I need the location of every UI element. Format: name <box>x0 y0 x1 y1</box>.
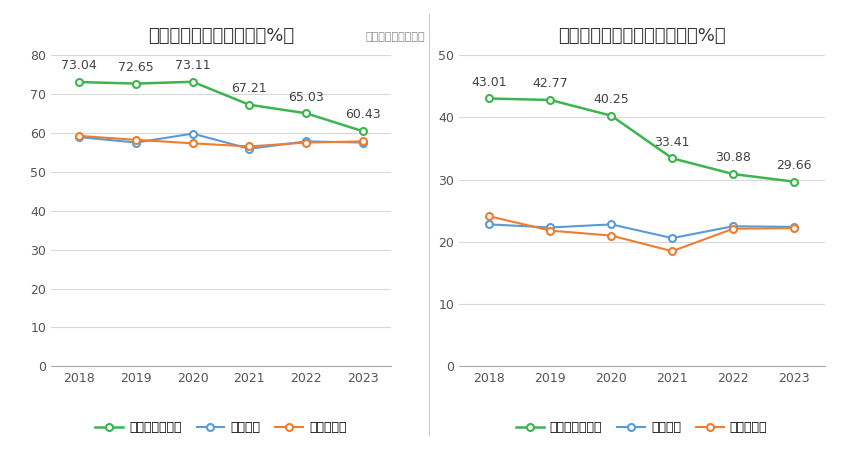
Text: 29.66: 29.66 <box>776 159 812 172</box>
Title: 近年来资产负债率情况（%）: 近年来资产负债率情况（%） <box>148 27 294 45</box>
Text: 30.88: 30.88 <box>715 151 751 164</box>
Legend: 有息资产负债率, 行业均值, 行业中位数: 有息资产负债率, 行业均值, 行业中位数 <box>511 416 773 439</box>
Text: 42.77: 42.77 <box>532 77 569 90</box>
Text: 数据来源：恒生聚源: 数据来源：恒生聚源 <box>366 32 425 42</box>
Text: 65.03: 65.03 <box>288 91 324 104</box>
Text: 43.01: 43.01 <box>472 76 507 89</box>
Text: 73.11: 73.11 <box>175 59 211 72</box>
Text: 72.65: 72.65 <box>118 61 154 74</box>
Text: 60.43: 60.43 <box>345 109 381 121</box>
Legend: 公司资产负债率, 行业均值, 行业中位数: 公司资产负债率, 行业均值, 行业中位数 <box>90 416 352 439</box>
Text: 67.21: 67.21 <box>231 82 267 95</box>
Text: 73.04: 73.04 <box>61 60 97 72</box>
Text: 33.41: 33.41 <box>654 136 690 148</box>
Title: 近年来有息资产负债率情况（%）: 近年来有息资产负债率情况（%） <box>558 27 726 45</box>
Text: 40.25: 40.25 <box>593 93 629 106</box>
